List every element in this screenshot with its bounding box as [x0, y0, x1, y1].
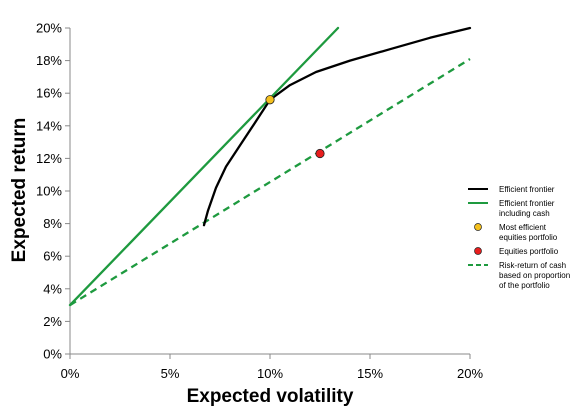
x-axis-ticks: 0% 5% 10% 15% 20%	[61, 354, 483, 381]
y-tick-label: 8%	[43, 216, 62, 231]
legend-swatch	[474, 247, 482, 255]
legend-item-efficient-frontier: Efficient frontier	[468, 185, 555, 194]
legend-item-risk-return-of-cash-based-on-proportion-of-the-portfolio: Risk-return of cash based on proportion of…	[468, 261, 570, 290]
y-tick-label: 14%	[36, 118, 62, 133]
legend-item-equities-portfolio: Equities portfolio	[474, 247, 559, 256]
y-tick-label: 20%	[36, 21, 62, 36]
y-tick-label: 6%	[43, 249, 62, 264]
equities-portfolio-marker	[315, 148, 325, 159]
y-axis-title: Expected return	[9, 118, 30, 263]
legend-swatch	[474, 223, 482, 231]
x-tick-label: 20%	[457, 366, 483, 381]
legend-label: Efficient frontier including cash	[499, 199, 555, 218]
most-efficient-equities-portfolio-marker	[265, 95, 275, 105]
x-tick-label: 5%	[161, 366, 180, 381]
x-tick-label: 10%	[257, 366, 283, 381]
legend-label: Efficient frontier	[499, 185, 555, 194]
legend: Efficient frontier Efficient frontier incl…	[468, 185, 570, 290]
y-tick-label: 12%	[36, 151, 62, 166]
legend-label: Most efficient equities portfolio	[499, 223, 558, 242]
efficient-frontier-including-cash-line	[68, 26, 340, 307]
plot-area	[68, 26, 472, 355]
x-axis-title: Expected volatility	[187, 386, 354, 407]
legend-item-most-efficient-equities-portfolio: Most efficient equities portfolio	[474, 223, 558, 242]
legend-label: Equities portfolio	[499, 247, 559, 256]
legend-label: Risk-return of cash based on proportion of…	[499, 261, 570, 290]
risk-return-of-cash-based-on-proportion-of-the-portfolio-line	[69, 58, 471, 307]
x-tick-label: 0%	[61, 366, 80, 381]
y-tick-label: 16%	[36, 86, 62, 101]
legend-item-efficient-frontier-including-cash: Efficient frontier including cash	[468, 199, 555, 218]
y-tick-label: 2%	[43, 314, 62, 329]
y-axis-ticks: 0% 2% 4% 6% 8% 10% 12% 14% 16% 18% 20%	[36, 21, 70, 362]
y-tick-label: 4%	[43, 281, 62, 296]
y-tick-label: 18%	[36, 53, 62, 68]
y-tick-label: 0%	[43, 347, 62, 362]
x-tick-label: 15%	[357, 366, 383, 381]
y-tick-label: 10%	[36, 184, 62, 199]
